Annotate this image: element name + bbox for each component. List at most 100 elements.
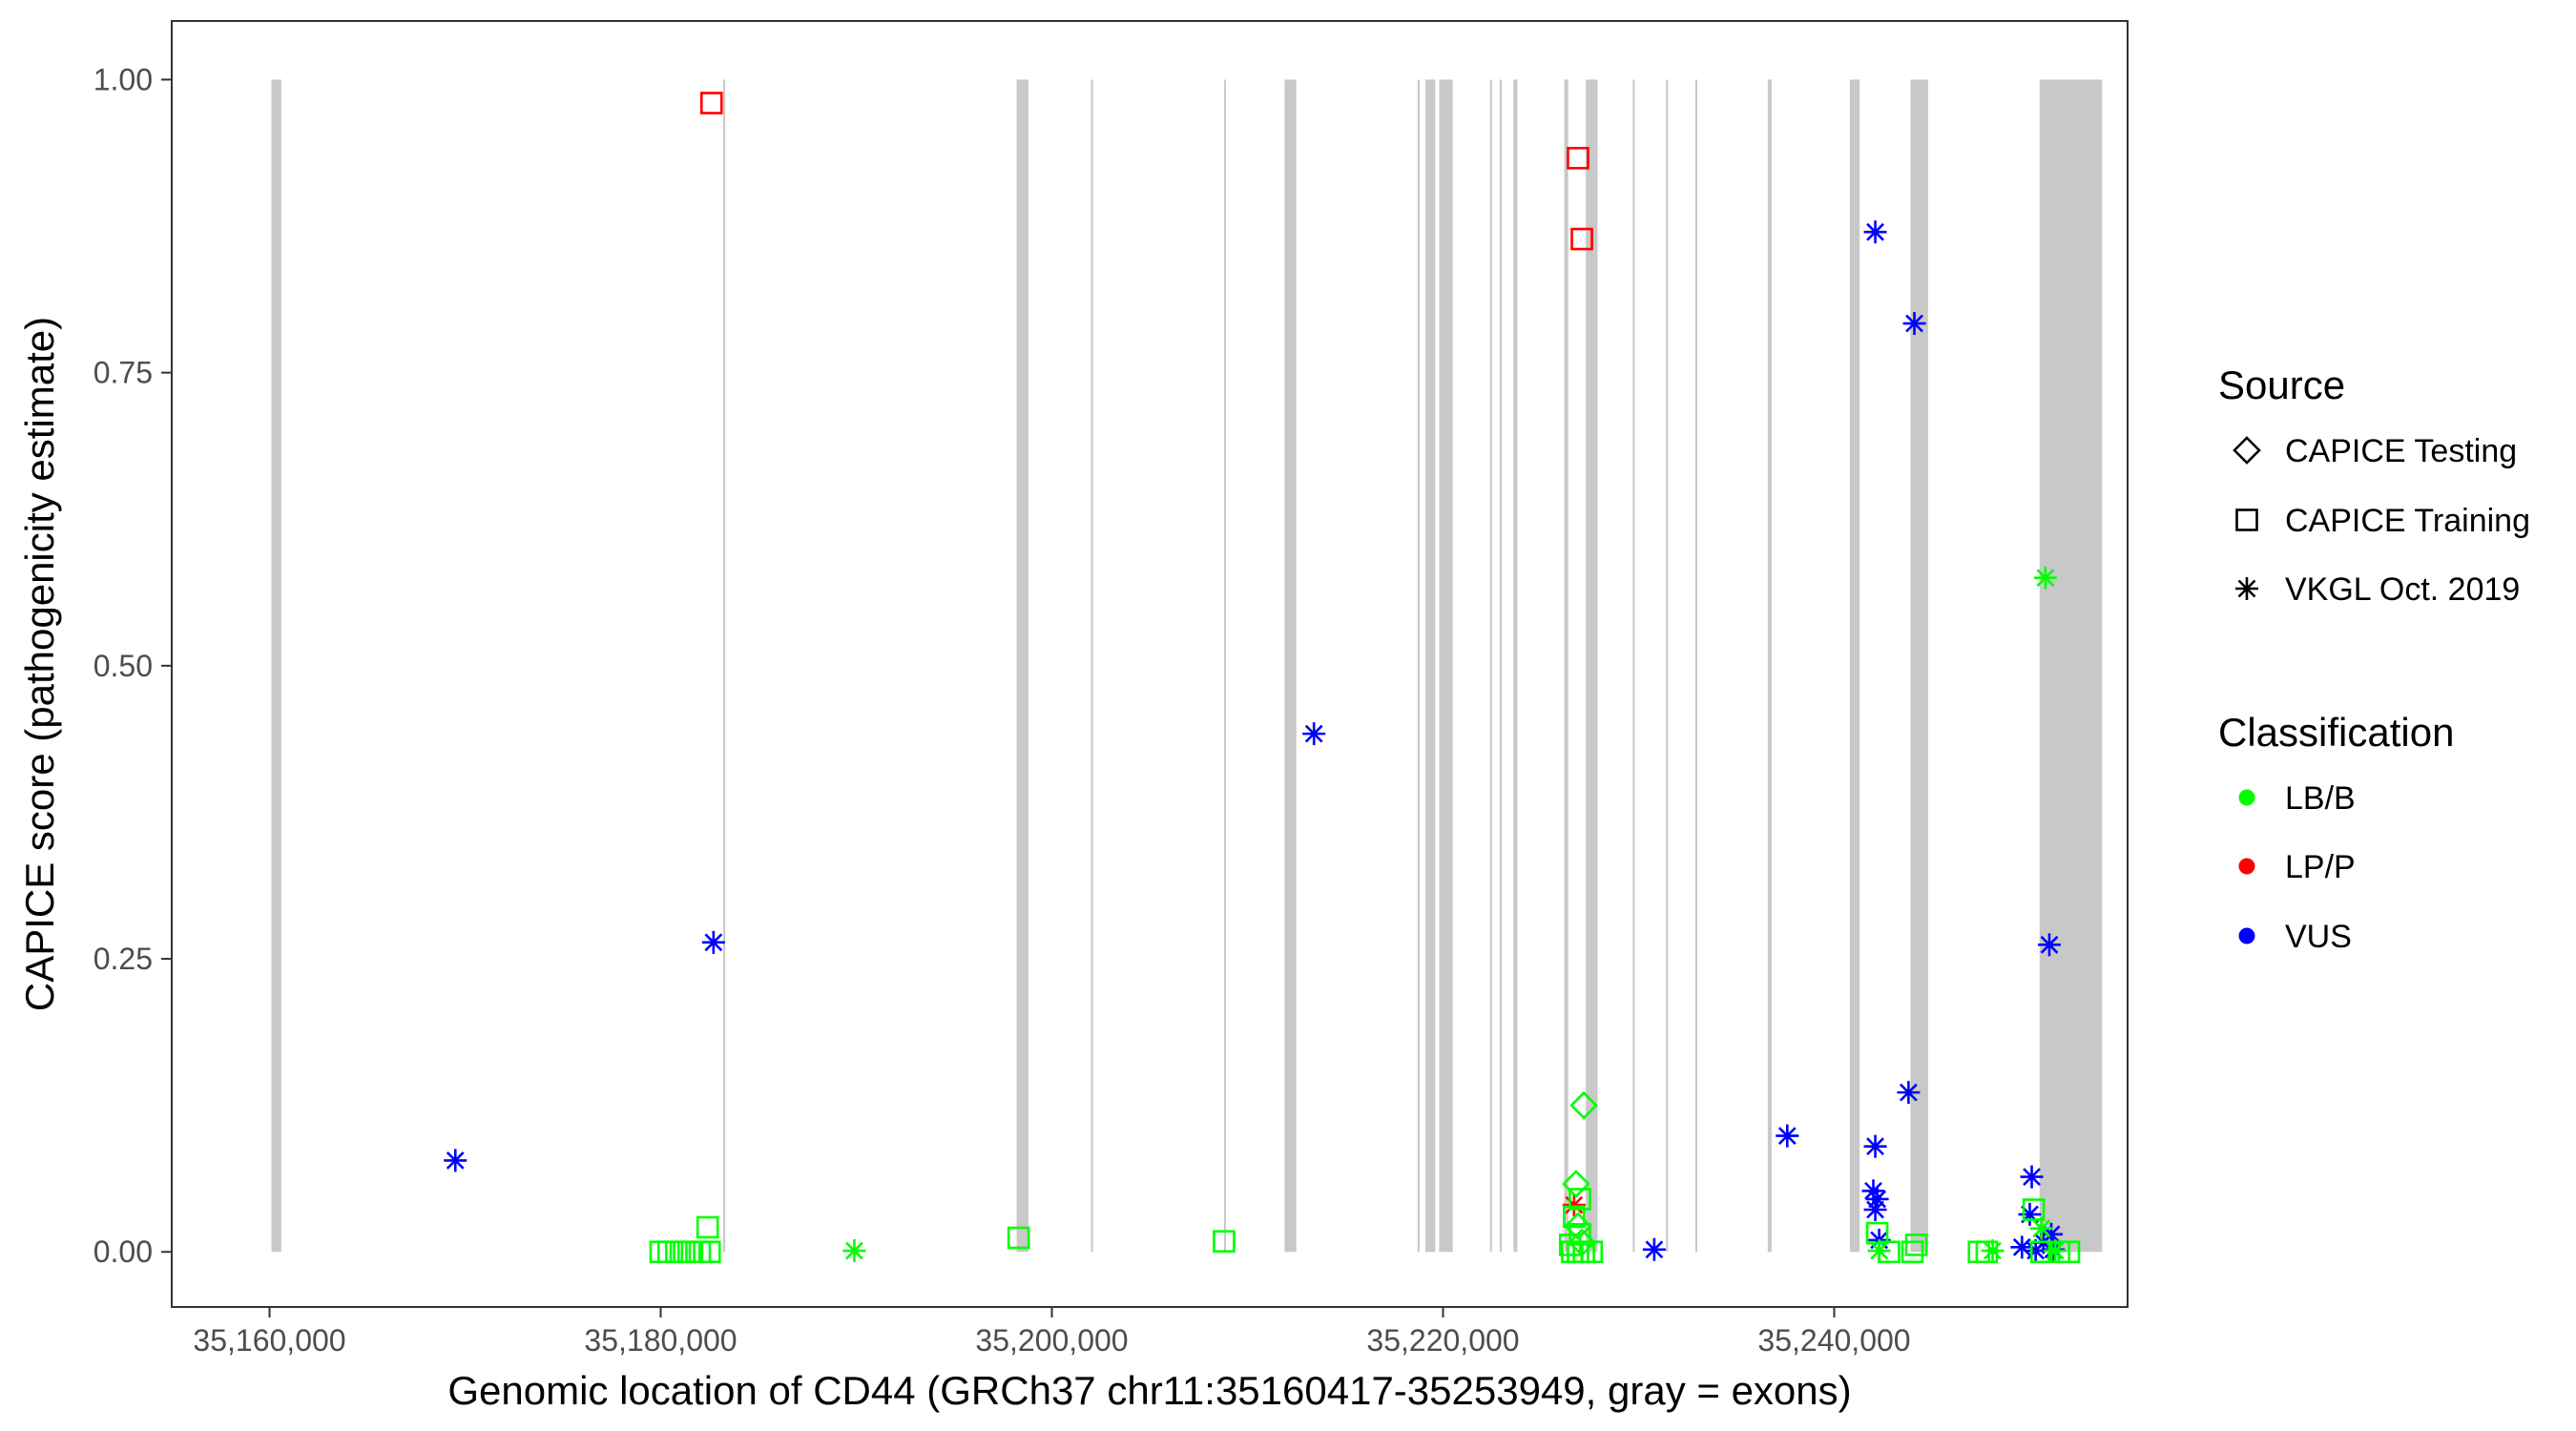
asterisk-stroke — [2023, 1168, 2041, 1187]
legend: Source CAPICE Testing CAPICE Training VKGL… — [2218, 363, 2530, 955]
data-point — [1642, 1237, 1666, 1261]
data-point — [842, 1239, 866, 1263]
data-point — [1007, 1226, 1030, 1250]
legend-class-item: LP/P — [2238, 849, 2356, 885]
legend-class-item: VUS — [2238, 919, 2352, 955]
exon-band — [1091, 79, 1093, 1253]
data-point — [1901, 1240, 1924, 1264]
data-point — [1865, 1187, 1889, 1211]
diamond-marker — [1562, 1170, 1590, 1198]
dot-marker — [2238, 858, 2255, 875]
data-point — [696, 1215, 719, 1239]
data-points — [444, 92, 2081, 1264]
legend-source-label: CAPICE Testing — [2285, 433, 2517, 469]
exon-band — [1016, 79, 1028, 1253]
square-marker — [2057, 1240, 2081, 1264]
plot-panel-border — [171, 20, 2129, 1308]
data-point — [2038, 933, 2061, 957]
data-point — [1863, 220, 1887, 244]
data-point — [1865, 1221, 1889, 1245]
data-point — [1302, 722, 1326, 746]
data-point — [1567, 146, 1589, 170]
square-marker — [1563, 1205, 1586, 1229]
x-tick-label: 35,240,000 — [1757, 1323, 1910, 1358]
data-point — [697, 1240, 721, 1264]
square-marker — [1007, 1226, 1030, 1250]
legend-source-label: CAPICE Training — [2285, 503, 2530, 539]
asterisk-stroke — [1864, 1181, 1882, 1200]
square-marker — [699, 92, 723, 114]
data-point — [2022, 1198, 2046, 1221]
square-marker — [1904, 1234, 1928, 1256]
exon-band — [723, 79, 726, 1253]
data-point — [444, 1149, 467, 1172]
legend-source-key — [2235, 508, 2258, 531]
exon-band — [1489, 79, 1492, 1253]
square-marker — [1975, 1240, 1999, 1264]
asterisk-stroke — [1866, 222, 1884, 241]
asterisk-stroke — [1645, 1240, 1664, 1259]
exon-band — [1694, 79, 1697, 1253]
square-marker — [1213, 1230, 1236, 1253]
y-tick-label: 0.25 — [93, 942, 153, 976]
exon-bands — [271, 79, 2103, 1253]
exon-band — [1223, 79, 1226, 1253]
x-tick-label: 35,200,000 — [975, 1323, 1128, 1358]
square-marker — [1568, 1188, 1591, 1211]
x-axis-label: Genomic location of CD44 (GRCh37 chr11:3… — [447, 1368, 1851, 1413]
exon-band — [1513, 79, 1518, 1253]
y-axis-label: CAPICE score (pathogenicity estimate) — [17, 317, 62, 1011]
legend-source-key — [2233, 436, 2261, 465]
exon-band — [2039, 79, 2103, 1253]
diamond-marker — [2233, 436, 2261, 465]
legend-class-key — [2238, 789, 2255, 806]
y-tick-label: 0.50 — [93, 649, 153, 683]
exon-band — [1849, 79, 1860, 1253]
exon-band — [1586, 79, 1598, 1253]
asterisk-stroke — [1866, 1137, 1884, 1156]
legend-class-label: LB/B — [2285, 780, 2356, 817]
exon-band — [1439, 79, 1453, 1253]
exon-band — [1666, 79, 1669, 1253]
asterisk-stroke — [1866, 1200, 1884, 1219]
legend-source-item: CAPICE Training — [2235, 503, 2530, 539]
data-point — [1863, 1198, 1887, 1222]
exon-band — [1417, 79, 1420, 1253]
data-point — [2010, 1235, 2034, 1259]
data-point — [1878, 1240, 1901, 1264]
data-point — [1776, 1124, 1799, 1148]
exon-band — [271, 79, 281, 1253]
data-point — [1975, 1240, 1999, 1264]
asterisk-stroke — [1984, 1241, 2002, 1260]
asterisk-stroke — [2032, 1219, 2051, 1238]
asterisk-stroke — [1777, 1127, 1797, 1145]
asterisk-stroke — [2040, 935, 2059, 954]
square-marker — [696, 1215, 719, 1239]
y-axis: 0.00 0.25 0.50 0.75 1.00 — [93, 62, 172, 1269]
data-point — [1564, 1212, 1592, 1241]
data-point — [2030, 1240, 2053, 1264]
y-tick-label: 1.00 — [93, 62, 153, 96]
asterisk-stroke — [1905, 314, 1923, 333]
data-point — [1563, 1205, 1586, 1229]
dot-marker — [2238, 789, 2255, 806]
square-marker — [1865, 1221, 1889, 1245]
asterisk-stroke — [1565, 1195, 1584, 1214]
asterisk-stroke — [2012, 1237, 2031, 1256]
data-point — [1904, 1234, 1928, 1256]
data-point — [1558, 1234, 1582, 1256]
square-marker — [1580, 1240, 1604, 1264]
x-tick-label: 35,220,000 — [1366, 1323, 1519, 1358]
y-tick-label: 0.75 — [93, 356, 153, 390]
diamond-marker — [1569, 1090, 1598, 1120]
data-point — [1213, 1230, 1236, 1253]
data-point — [2033, 566, 2057, 590]
y-tick-label: 0.00 — [93, 1234, 153, 1269]
data-point — [1902, 312, 1926, 336]
data-point — [2020, 1165, 2044, 1189]
data-point — [1568, 1188, 1591, 1211]
square-marker — [2022, 1198, 2046, 1221]
legend-class-item: LB/B — [2238, 780, 2356, 817]
legend-source-key — [2235, 577, 2258, 600]
